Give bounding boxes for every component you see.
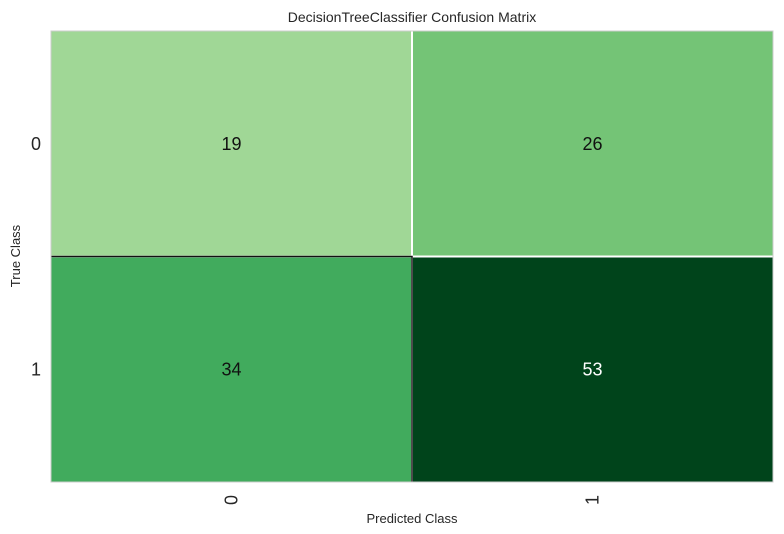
heatmap-cell-1-0 [51,256,412,482]
plot-frame [50,30,774,483]
cell-borders [51,31,773,482]
cell-value-label-1-0: 34 [221,359,241,379]
highlight-cell-border [51,255,413,482]
heatmap-cell-0-0 [51,31,412,257]
cell-value-label-0-0: 19 [221,134,241,154]
cell-value-label-0-1: 26 [582,134,602,154]
x-axis-label: Predicted Class [366,511,458,526]
x-tick-label-0: 0 [222,495,242,505]
heatmap-cells [51,31,773,482]
y-tick-label-0: 0 [31,134,41,154]
cell-value-labels: 19 26 34 53 [221,134,602,380]
chart-title: DecisionTreeClassifier Confusion Matrix [288,9,536,25]
y-axis-label: True Class [8,224,23,287]
x-tick-label-1: 1 [583,495,603,505]
y-tick-label-1: 1 [31,359,41,379]
tick-labels: 0 1 0 1 [31,134,603,505]
heatmap-cell-1-1 [412,256,773,482]
heatmap-cell-0-1 [412,31,773,257]
cell-value-label-1-1: 53 [582,359,602,379]
